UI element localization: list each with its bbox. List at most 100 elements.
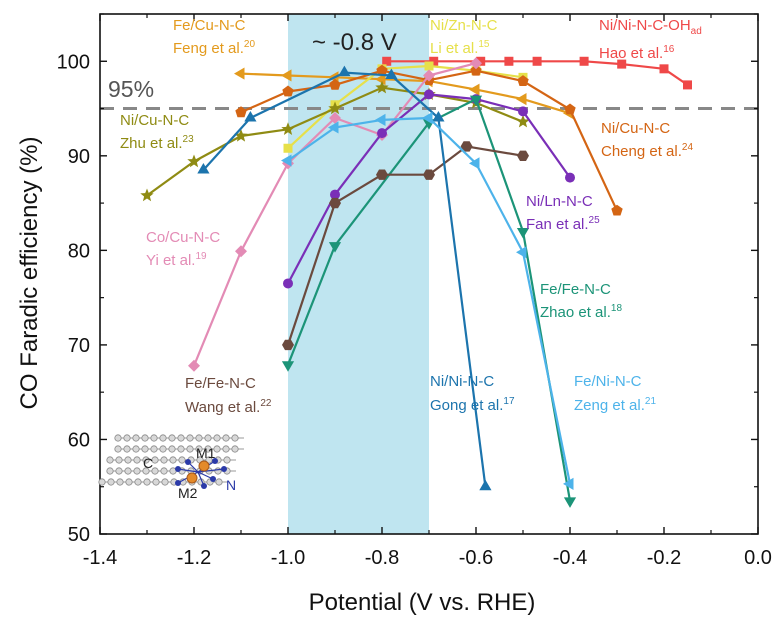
data-point [188,359,200,372]
inset-carbon-atom [116,478,124,486]
inset-carbon-atom [132,434,140,442]
data-point [518,106,528,117]
data-point [281,154,292,167]
data-point [469,157,480,170]
inset-carbon-atom [125,478,133,486]
annotation-zhao-name: Fe/Fe-N-C [540,281,611,298]
x-tick-label: -0.2 [647,547,681,569]
data-point [470,57,482,70]
annotation-feng-name: Fe/Cu-N-C [173,17,246,34]
inset-lattice [98,434,244,486]
inset-carbon-atom [123,445,131,453]
inset-carbon-atom [213,445,221,453]
inset-carbon-atom [195,445,203,453]
y-tick-label: 60 [68,429,90,451]
data-point [532,56,542,66]
inset-carbon-atom [114,434,122,442]
inset-carbon-atom [133,467,141,475]
inset-carbon-atom [186,445,194,453]
inset-carbon-atom [231,445,239,453]
inset-carbon-atom [98,478,106,486]
inset-carbon-atom [124,456,132,464]
annotation-gong-name: Ni/Ni-N-C [430,373,494,390]
inset-carbon-atom [213,434,221,442]
inset-structure: C M1 M2 N [98,434,244,501]
inset-nitrogen-atom [221,466,227,472]
annotation-yi-ref: Yi et al.19 [146,251,207,269]
inset-carbon-atom [134,478,142,486]
series-9 [197,65,492,491]
data-point [579,56,589,66]
annotation-li-ref: Li et al.15 [430,39,490,57]
annotation-zeng-ref: Zeng et al.21 [574,396,656,414]
y-tick-label: 70 [68,335,90,357]
inset-carbon-atom [150,434,158,442]
inset-carbon-atom [151,467,159,475]
data-point [563,477,574,490]
inset-carbon-atom [132,445,140,453]
data-point [283,143,293,153]
inset-carbon-atom [159,434,167,442]
data-point [329,112,341,124]
y-tick-label: 80 [68,240,90,262]
inset-carbon-atom [152,478,160,486]
inset-metal-nitrogen-bond [177,468,199,473]
inset-carbon-atom [143,478,151,486]
data-point [328,242,342,253]
data-point [564,103,576,115]
data-point [563,497,577,508]
x-tick-label: -1.0 [271,547,305,569]
x-axis-title: Potential (V vs. RHE) [309,589,536,616]
y-tick-label: 100 [57,51,90,73]
data-point [282,85,294,97]
data-point [476,56,486,66]
inset-carbon-atom [159,445,167,453]
series-7 [281,95,577,508]
reference-line-label: 95% [108,76,154,102]
inset-carbon-atom [151,456,159,464]
data-point [140,188,154,202]
series-annotations: Ni/Ni-N-C-OHad Hao et al.16 Fe/Cu-N-C Fe… [120,17,702,416]
inset-carbon-atom [169,456,177,464]
data-point [565,172,575,183]
annotation-li-name: Ni/Zn-N-C [430,17,498,34]
data-point [516,228,530,239]
inset-carbon-atom [222,445,230,453]
annotation-hao-ref: Hao et al.16 [599,44,675,62]
series-10 [281,111,574,490]
data-point [479,479,492,491]
inset-carbon-atom [115,467,123,475]
data-point [617,59,627,69]
data-point [516,93,527,106]
series-3 [235,64,623,216]
annotation-zhao-ref: Zhao et al.18 [540,303,622,321]
data-point [375,113,386,126]
data-point [460,141,473,152]
series-8 [282,141,529,351]
data-point [504,56,514,66]
data-point [423,69,435,82]
data-point [328,101,342,115]
x-tick-label: -0.4 [553,547,587,569]
inset-carbon-atom [223,456,231,464]
inset-carbon-atom [178,456,186,464]
inset-carbon-atom [115,456,123,464]
data-point [424,61,434,71]
inset-carbon-atom [186,434,194,442]
inset-carbon-atom [168,445,176,453]
data-point [338,65,351,77]
y-tick-label: 50 [68,524,90,546]
inset-metal-atom-m1 [198,460,210,472]
x-tick-label: -0.8 [365,547,399,569]
data-point [281,122,295,135]
data-point [517,75,529,86]
inset-metal-nitrogen-bond [197,468,225,473]
inset-carbon-atom [195,434,203,442]
inset-label: M2 [178,485,198,501]
data-point [244,111,257,122]
inset-carbon-atom [142,467,150,475]
data-point [282,339,294,351]
data-point [234,67,245,80]
inset-label: N [226,477,236,493]
series-line [202,71,487,487]
